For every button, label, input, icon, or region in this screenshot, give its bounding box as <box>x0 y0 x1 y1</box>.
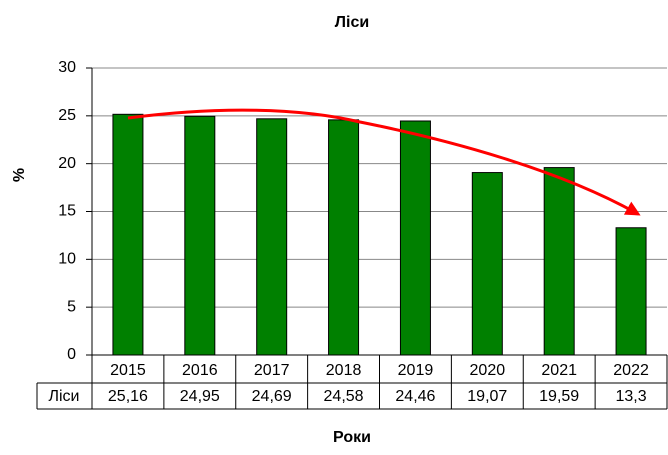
y-axis-label: % <box>11 168 28 182</box>
y-tick-label: 20 <box>58 155 76 172</box>
y-tick-label: 5 <box>67 298 76 315</box>
bar <box>471 172 503 356</box>
x-tick-label: 2022 <box>613 362 649 379</box>
y-tick-label: 25 <box>58 107 76 124</box>
y-tick-label: 15 <box>58 203 76 220</box>
y-tick-label: 10 <box>58 251 76 268</box>
bar <box>112 113 144 356</box>
data-table-value: 24,69 <box>252 388 292 405</box>
bar <box>399 120 431 356</box>
bar <box>328 119 360 356</box>
data-table-value: 13,3 <box>615 388 646 405</box>
bar <box>184 115 216 356</box>
x-tick-label: 2017 <box>254 362 290 379</box>
bar <box>543 167 575 356</box>
x-tick-label: 2019 <box>398 362 434 379</box>
x-tick-label: 2021 <box>541 362 577 379</box>
data-table-row-header: Ліси <box>49 388 80 405</box>
data-table-value: 24,95 <box>180 388 220 405</box>
data-table-value: 19,59 <box>539 388 579 405</box>
x-tick-label: 2018 <box>326 362 362 379</box>
x-tick-label: 2020 <box>470 362 506 379</box>
data-table-value: 25,16 <box>108 388 148 405</box>
x-tick-label: 2016 <box>182 362 218 379</box>
y-tick-label: 30 <box>58 59 76 76</box>
data-table-value: 24,58 <box>324 388 364 405</box>
chart-title: Ліси <box>335 14 369 31</box>
data-table-value: 19,07 <box>467 388 507 405</box>
y-tick-label: 0 <box>67 346 76 363</box>
bar <box>615 227 647 356</box>
x-axis-label: Роки <box>333 429 371 446</box>
data-table-value: 24,46 <box>395 388 435 405</box>
bar <box>256 118 288 356</box>
plot: 0 5 10 15 20 25 30 25,16 24,95 24,69 24,58 24,46 19,… <box>36 59 668 410</box>
x-tick-label: 2015 <box>110 362 146 379</box>
trend-line <box>127 108 641 216</box>
